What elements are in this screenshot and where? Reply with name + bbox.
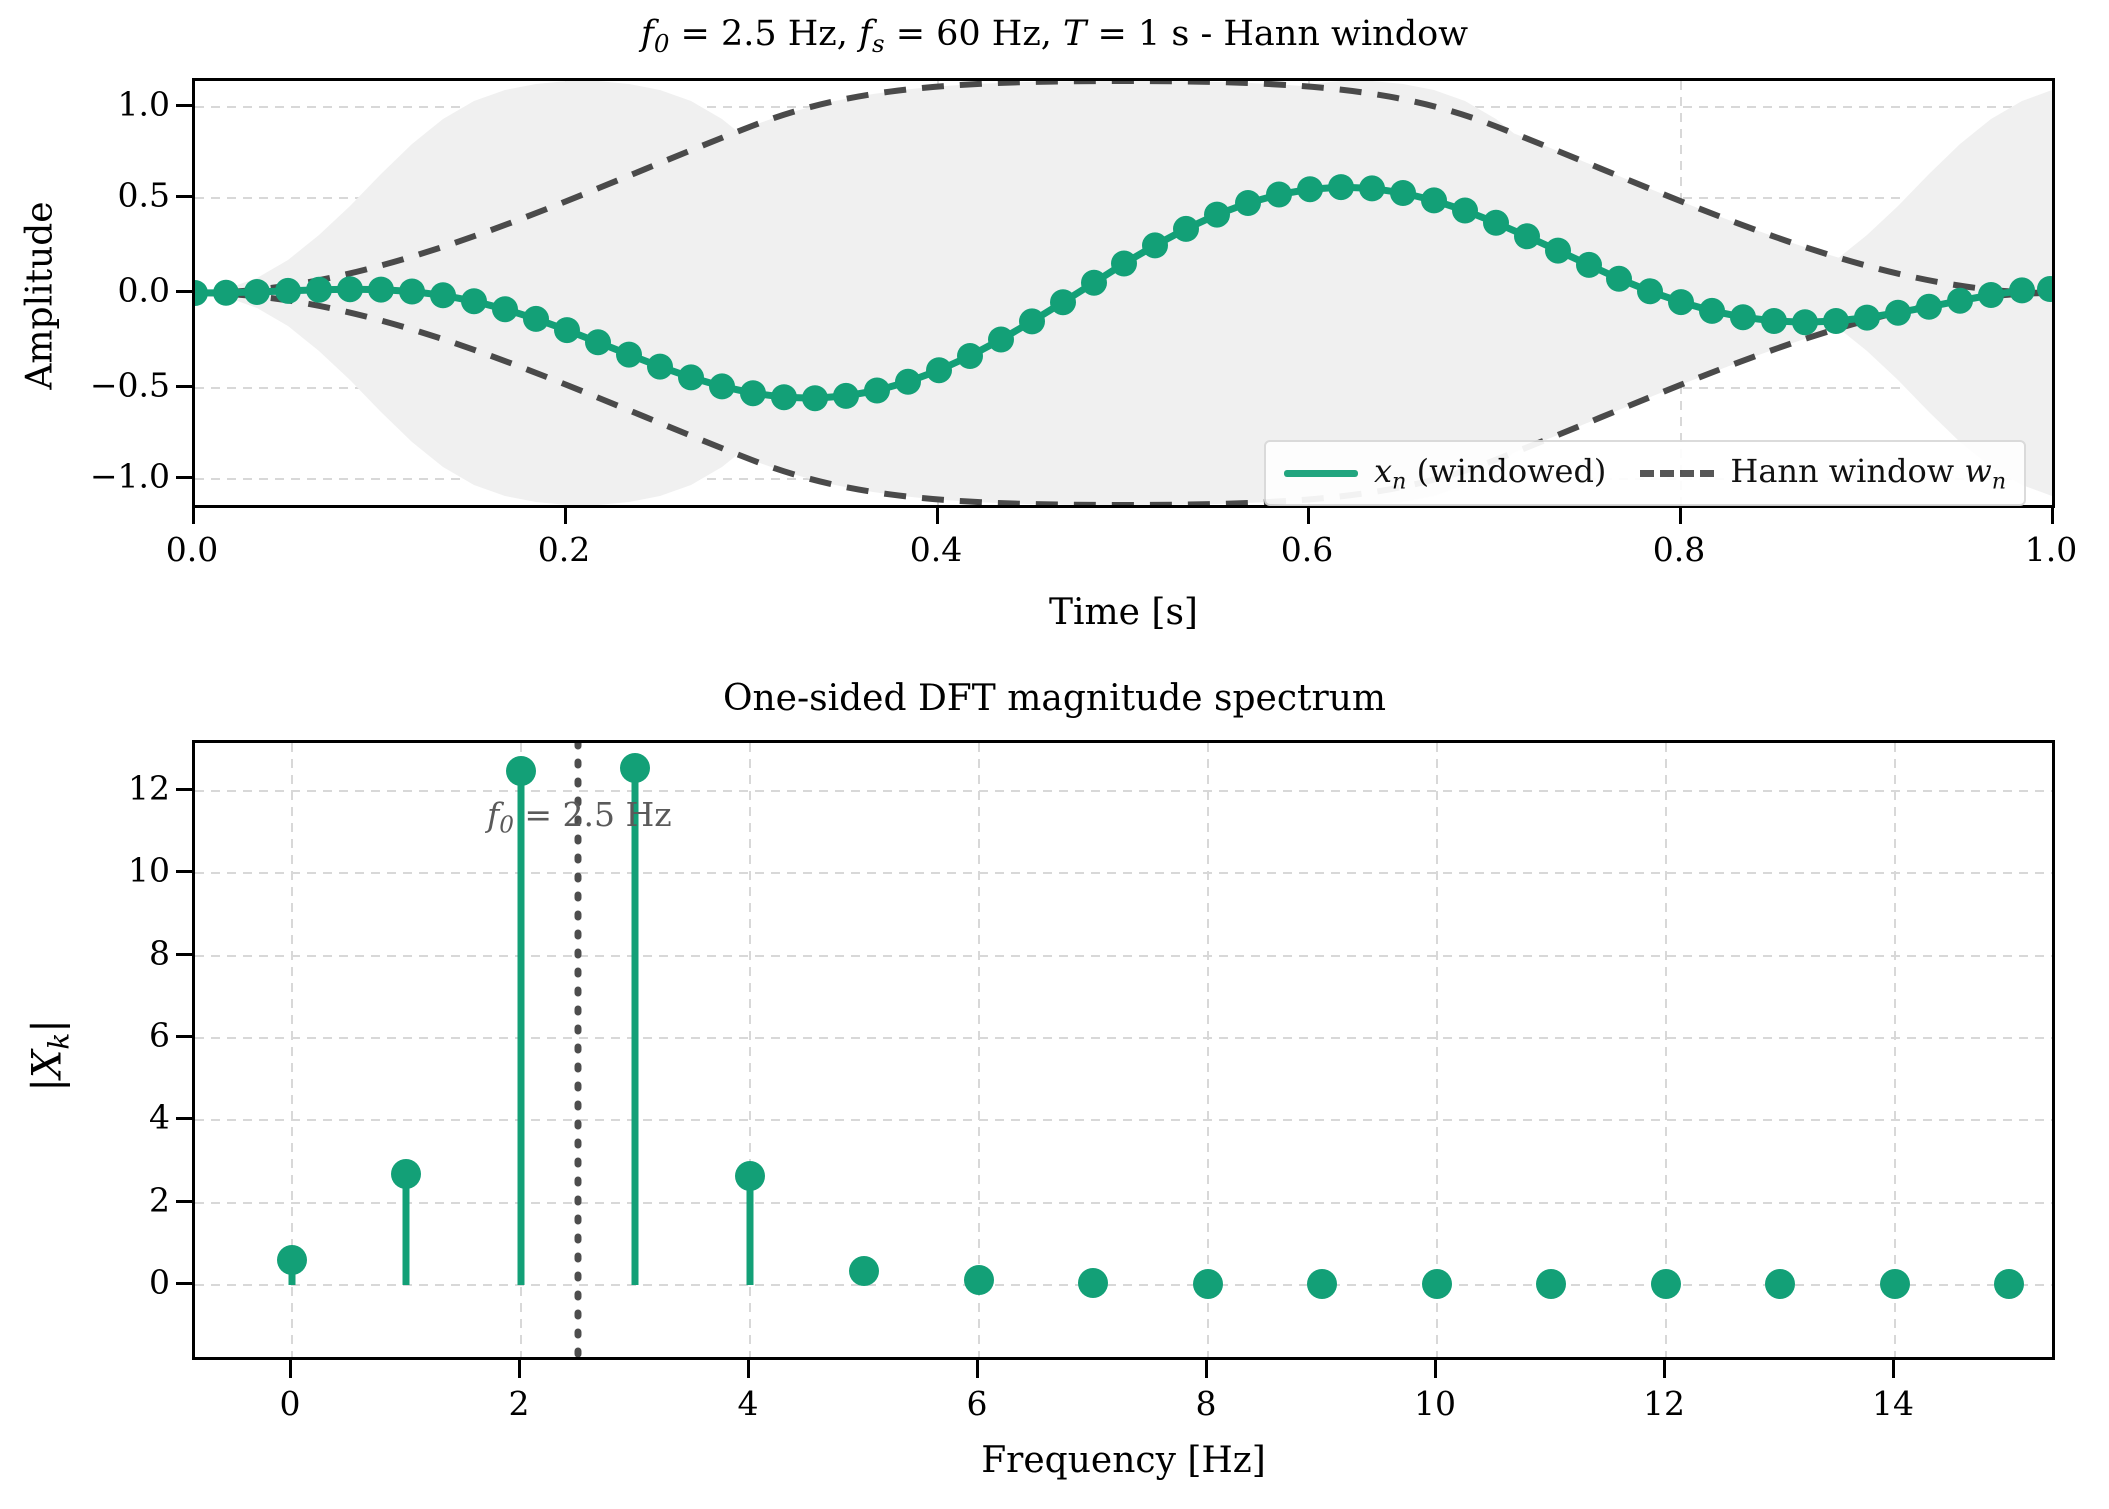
bottom-plot-area: f0 = 2.5 Hz [192, 740, 2055, 1360]
bottom-ytick-6: 6 [149, 1015, 170, 1055]
bottom-ytickmark-2 [176, 1200, 192, 1203]
bottom-ytick-4: 4 [149, 1097, 170, 1137]
bottom-plot-canvas [195, 743, 2052, 1357]
bottom-xtick-10: 10 [1414, 1384, 1456, 1423]
top-xtick-3: 0.4 [909, 530, 963, 569]
hann-fill [195, 81, 2052, 505]
bottom-xtickmark-12 [1663, 1360, 1666, 1378]
legend-label-signal: xn (windowed) [1374, 452, 1607, 495]
bottom-ytickmark-10 [176, 870, 192, 873]
top-plot-canvas [195, 81, 2052, 505]
bottom-yaxis-label: |Xk| [24, 1019, 76, 1092]
hann-window-upper [195, 81, 2052, 296]
bottom-ytickmark-6 [176, 1035, 192, 1038]
top-xtickmark-3 [936, 508, 939, 524]
top-ytick-2: 0.5 [117, 175, 170, 215]
top-xtickmark-2 [564, 508, 567, 524]
bottom-xtickmark-2 [518, 1360, 521, 1378]
legend-swatch-signal-line [1284, 469, 1358, 477]
legend-swatch-window-line [1640, 469, 1715, 477]
f0-annotation-label: f0 = 2.5 Hz [487, 795, 672, 839]
bottom-chart-title: One-sided DFT magnitude spectrum [722, 678, 1387, 719]
legend-entry-signal[interactable]: xn (windowed) [1284, 452, 1606, 494]
bottom-ytickmark-4 [176, 1117, 192, 1120]
top-ytickmark-4 [176, 385, 192, 388]
top-xtick-2: 0.2 [537, 530, 591, 569]
top-xtickmark-5 [1679, 508, 1682, 524]
hann-window-lower [195, 290, 2052, 505]
top-ytickmark-1 [176, 104, 192, 107]
legend-label-window: Hann window wn [1730, 452, 2007, 495]
bottom-xtick-0: 0 [279, 1384, 301, 1423]
top-yaxis-label: Amplitude [19, 201, 61, 390]
dft-stem-heads [277, 753, 2024, 1299]
top-xtick-4: 0.6 [1280, 530, 1334, 569]
top-ytick-1: 1.0 [117, 84, 170, 124]
bottom-gridlines [195, 743, 2052, 1357]
top-ytick-5: −1.0 [89, 456, 170, 496]
top-ytickmark-5 [176, 476, 192, 479]
bottom-xtick-12: 12 [1643, 1384, 1685, 1423]
bottom-xtickmark-4 [747, 1360, 750, 1378]
top-ytick-3: 0.0 [117, 270, 170, 310]
bottom-xtick-4: 4 [737, 1384, 759, 1423]
top-ytick-4: −0.5 [89, 365, 170, 405]
bottom-xtickmark-8 [1205, 1360, 1208, 1378]
top-ytickmark-3 [176, 290, 192, 293]
bottom-xtickmark-0 [289, 1360, 292, 1378]
top-xtick-5: 0.8 [1652, 530, 1706, 569]
top-chart-title: f0 = 2.5 Hz, fs = 60 Hz, T = 1 s - Hann … [640, 14, 1469, 58]
bottom-ytick-2: 2 [149, 1180, 170, 1220]
bottom-xtick-6: 6 [966, 1384, 988, 1423]
legend-entry-window[interactable]: Hann window wn [1640, 452, 2006, 494]
signal-sample-markers [195, 174, 2052, 412]
bottom-ytick-0: 0 [149, 1262, 170, 1302]
bottom-ytickmark-8 [176, 953, 192, 956]
bottom-ytick-8: 8 [149, 933, 170, 973]
bottom-xtick-14: 14 [1872, 1384, 1914, 1423]
top-xtickmark-1 [192, 508, 195, 524]
bottom-ytickmark-0 [176, 1282, 192, 1285]
top-xtick-1: 0.0 [165, 530, 219, 569]
bottom-ytickmark-12 [176, 788, 192, 791]
top-chart-legend[interactable]: xn (windowed) Hann window wn [1264, 440, 2027, 507]
bottom-xtickmark-6 [976, 1360, 979, 1378]
bottom-ytick-12: 12 [128, 768, 170, 808]
bottom-xtickmark-14 [1892, 1360, 1895, 1378]
bottom-xtick-2: 2 [508, 1384, 530, 1423]
top-xtickmark-4 [1307, 508, 1310, 524]
top-xtickmark-6 [2051, 508, 2054, 524]
top-plot-area [192, 78, 2055, 508]
top-xtick-6: 1.0 [2024, 530, 2078, 569]
dft-stems [288, 768, 2013, 1285]
bottom-xtickmark-10 [1434, 1360, 1437, 1378]
top-xaxis-label: Time [s] [1049, 592, 1198, 633]
bottom-xaxis-label: Frequency [Hz] [981, 1440, 1266, 1481]
bottom-xtick-8: 8 [1195, 1384, 1217, 1423]
top-ytickmark-2 [176, 195, 192, 198]
bottom-ytick-10: 10 [128, 850, 170, 890]
